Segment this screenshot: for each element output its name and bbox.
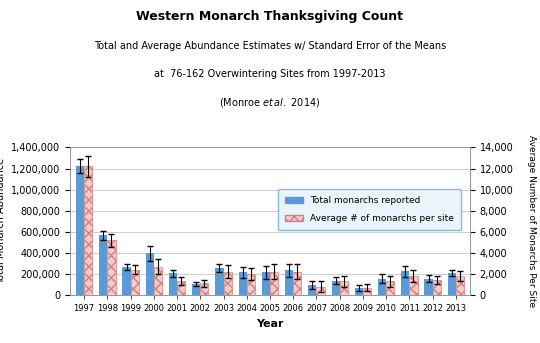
Bar bbox=[239, 272, 247, 295]
Bar bbox=[293, 272, 301, 295]
Bar bbox=[386, 281, 394, 295]
Bar bbox=[340, 281, 348, 295]
Bar bbox=[99, 235, 107, 295]
Bar bbox=[424, 279, 433, 295]
Bar bbox=[448, 273, 456, 295]
Bar bbox=[401, 271, 409, 295]
Bar bbox=[409, 276, 417, 295]
Text: (Monroe $\it{et\/ al.}$ 2014): (Monroe $\it{et\/ al.}$ 2014) bbox=[219, 96, 321, 109]
Text: Total and Average Abundance Estimates w/ Standard Error of the Means: Total and Average Abundance Estimates w/… bbox=[94, 41, 446, 51]
Bar bbox=[332, 281, 340, 295]
Text: Western Monarch Thanksgiving Count: Western Monarch Thanksgiving Count bbox=[137, 10, 403, 23]
Bar bbox=[123, 267, 131, 295]
Y-axis label: Total Monarch Abundance: Total Monarch Abundance bbox=[0, 158, 6, 284]
Y-axis label: Average Number of Monarchs Per Site: Average Number of Monarchs Per Site bbox=[527, 135, 536, 307]
X-axis label: Year: Year bbox=[256, 319, 284, 329]
Bar bbox=[146, 253, 154, 295]
Bar bbox=[433, 280, 441, 295]
Bar bbox=[224, 272, 232, 295]
Bar bbox=[262, 272, 270, 295]
Bar bbox=[154, 267, 162, 295]
Bar bbox=[169, 273, 177, 295]
Bar bbox=[285, 270, 293, 295]
Bar bbox=[107, 240, 116, 295]
Bar bbox=[378, 279, 386, 295]
Bar bbox=[456, 276, 464, 295]
Bar bbox=[308, 285, 316, 295]
Bar bbox=[355, 288, 363, 295]
Bar bbox=[192, 284, 200, 295]
Bar bbox=[316, 286, 325, 295]
Bar bbox=[131, 270, 139, 295]
Bar bbox=[76, 166, 84, 295]
Bar bbox=[363, 287, 371, 295]
Bar bbox=[247, 274, 255, 295]
Text: at  76-162 Overwintering Sites from 1997-2013: at 76-162 Overwintering Sites from 1997-… bbox=[154, 69, 386, 79]
Bar bbox=[84, 166, 92, 295]
Legend: Total monarchs reported, Average # of monarchs per site: Total monarchs reported, Average # of mo… bbox=[278, 189, 461, 230]
Bar bbox=[270, 272, 278, 295]
Bar bbox=[215, 268, 224, 295]
Bar bbox=[200, 283, 208, 295]
Bar bbox=[177, 281, 185, 295]
